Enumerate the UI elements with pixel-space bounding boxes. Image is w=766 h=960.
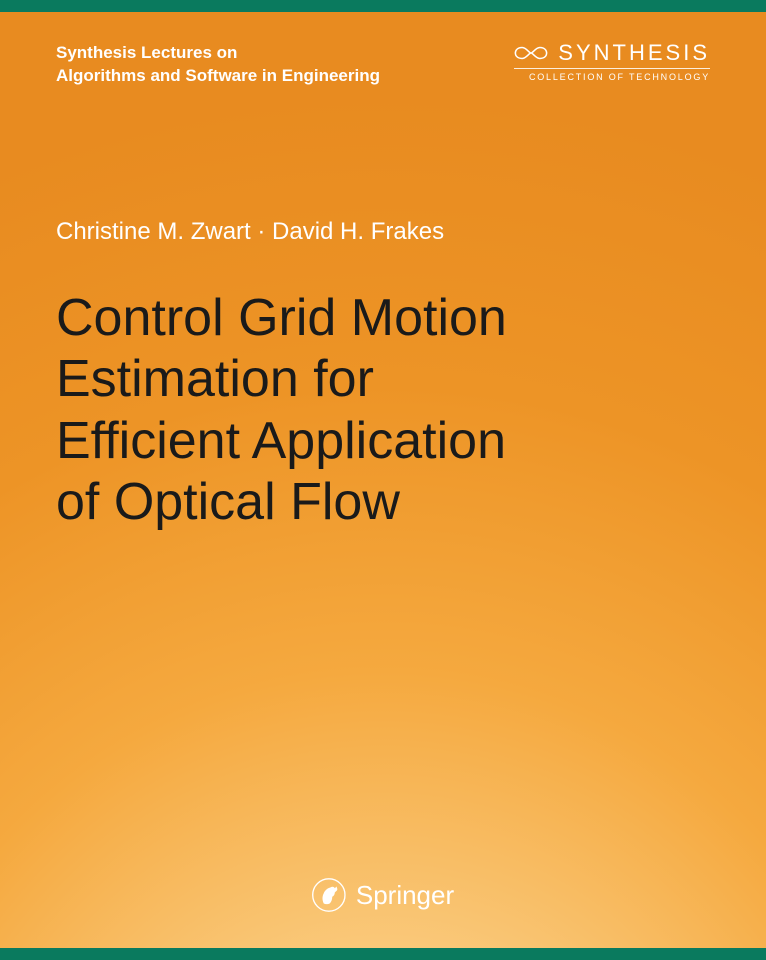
springer-horse-icon bbox=[312, 878, 346, 912]
publisher-logo: Springer bbox=[312, 878, 454, 912]
book-title: Control Grid Motion Estimation for Effic… bbox=[56, 288, 646, 533]
top-accent-bar bbox=[0, 0, 766, 12]
title-line4: of Optical Flow bbox=[56, 472, 646, 533]
brand-name: SYNTHESIS bbox=[558, 40, 710, 66]
infinity-icon bbox=[514, 44, 548, 62]
series-line1: Synthesis Lectures on bbox=[56, 42, 380, 65]
publisher-name: Springer bbox=[356, 880, 454, 911]
title-line3: Efficient Application bbox=[56, 411, 646, 472]
bottom-accent-bar bbox=[0, 948, 766, 960]
brand-subtitle: COLLECTION OF TECHNOLOGY bbox=[514, 68, 710, 82]
book-cover: Synthesis Lectures on Algorithms and Sof… bbox=[0, 0, 766, 960]
title-line1: Control Grid Motion bbox=[56, 288, 646, 349]
series-title: Synthesis Lectures on Algorithms and Sof… bbox=[56, 42, 380, 88]
title-line2: Estimation for bbox=[56, 349, 646, 410]
synthesis-logo: SYNTHESIS COLLECTION OF TECHNOLOGY bbox=[514, 40, 710, 82]
series-line2: Algorithms and Software in Engineering bbox=[56, 65, 380, 88]
authors: Christine M. Zwart · David H. Frakes bbox=[56, 218, 444, 246]
